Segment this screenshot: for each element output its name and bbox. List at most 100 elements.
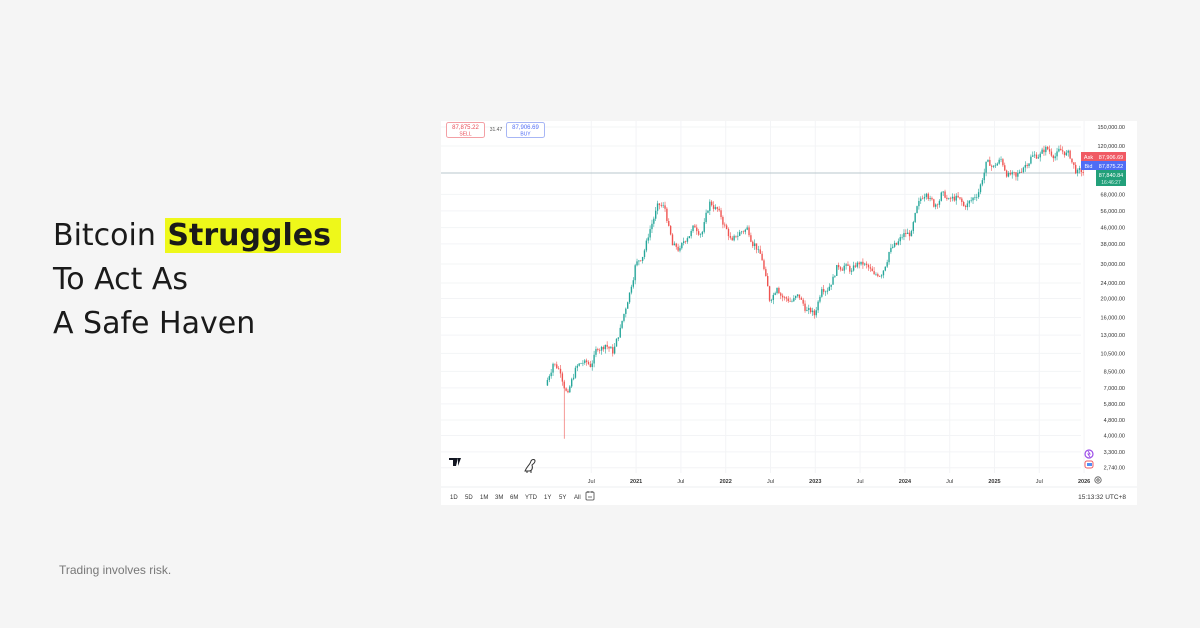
candle-body xyxy=(752,241,754,247)
candle-body xyxy=(1007,172,1010,177)
candle-body xyxy=(744,229,746,232)
candle-body xyxy=(576,365,578,368)
candle-body xyxy=(879,276,881,277)
candle-body xyxy=(1080,168,1082,173)
range-button-1m[interactable]: 1M xyxy=(480,495,488,501)
candle-body xyxy=(813,310,816,316)
candle-body xyxy=(1075,164,1077,174)
candle-body xyxy=(649,229,651,238)
range-button-3m[interactable]: 3M xyxy=(495,495,503,501)
svg-text:Bid: Bid xyxy=(1085,164,1093,170)
candle-body xyxy=(780,293,782,296)
candle-body xyxy=(895,242,898,245)
candle-body xyxy=(873,271,875,275)
candle-body xyxy=(735,235,737,237)
candle-body xyxy=(938,200,941,205)
svg-text:SELL: SELL xyxy=(459,132,471,138)
candle-body xyxy=(875,274,877,275)
candle-body xyxy=(660,205,662,206)
candle-body xyxy=(597,349,599,351)
candle-body xyxy=(1039,153,1041,158)
candle-body xyxy=(658,203,661,206)
candle-body xyxy=(864,263,866,265)
candle-body xyxy=(563,381,565,389)
range-button-5d[interactable]: 5D xyxy=(465,495,473,501)
candle-body xyxy=(989,159,991,166)
dinosaur-icon[interactable] xyxy=(524,459,536,474)
y-axis: 150,000.00 120,000.00 68,000.00 56,000.00 46… xyxy=(1097,125,1125,472)
candle-body xyxy=(615,338,618,347)
candle-body xyxy=(1043,149,1045,153)
candle-body xyxy=(951,196,954,199)
candle-body xyxy=(925,193,928,197)
candle-body xyxy=(979,184,982,193)
candle-body xyxy=(992,165,995,167)
candle-body xyxy=(946,197,948,199)
candle-body xyxy=(634,265,636,281)
y-tick-label: 7,000.00 xyxy=(1104,386,1125,392)
candle-body xyxy=(774,293,776,295)
candle-body xyxy=(585,360,588,363)
calendar-range-icon[interactable] xyxy=(585,491,595,501)
calendar-event-icon[interactable] xyxy=(1084,460,1094,469)
candle-body xyxy=(921,198,924,200)
candle-body xyxy=(920,198,922,201)
candle-body xyxy=(701,231,704,235)
range-button-5y[interactable]: 5Y xyxy=(559,495,566,501)
buy-button[interactable]: 87,906.69 BUY xyxy=(506,122,545,138)
candle-body xyxy=(912,222,914,231)
range-button-6m[interactable]: 6M xyxy=(510,495,518,501)
range-buttons: 1D 5D 1M 3M 6M YTD 1Y 5Y All xyxy=(450,495,581,501)
candle-body xyxy=(604,344,606,350)
range-button-1d[interactable]: 1D xyxy=(450,495,458,501)
candle-body xyxy=(643,250,646,257)
candle-body xyxy=(936,204,939,206)
candle-body xyxy=(765,269,767,277)
svg-text:87,875.22: 87,875.22 xyxy=(1099,164,1123,170)
candle-body xyxy=(942,191,944,193)
alert-icon[interactable] xyxy=(1084,449,1094,459)
svg-text:87,906.69: 87,906.69 xyxy=(512,125,539,131)
candle-body xyxy=(1035,154,1038,159)
candle-body xyxy=(808,308,810,310)
candle-body xyxy=(683,241,685,243)
candle-body xyxy=(1071,158,1073,163)
headline: Bitcoin Struggles To Act As A Safe Haven xyxy=(53,214,341,346)
candle-body xyxy=(655,210,657,219)
candle-body xyxy=(983,172,985,181)
candle-body xyxy=(785,297,788,299)
candle-body xyxy=(1026,165,1028,167)
tradingview-logo-icon[interactable] xyxy=(449,458,461,466)
candle-body xyxy=(837,265,840,268)
candle-body xyxy=(759,249,761,254)
candle-body xyxy=(628,292,631,303)
candle-body xyxy=(1050,151,1053,156)
candle-body xyxy=(703,222,705,232)
candle-body xyxy=(1047,146,1049,150)
range-button-1y[interactable]: 1Y xyxy=(544,495,551,501)
candle-body xyxy=(974,197,976,198)
y-tick-label: 10,500.00 xyxy=(1101,351,1125,357)
chart-panel[interactable]: 150,000.00 120,000.00 68,000.00 56,000.00 46… xyxy=(441,121,1137,505)
candle-body xyxy=(1013,172,1015,173)
candle-body xyxy=(1048,149,1051,152)
candle-body xyxy=(740,231,743,233)
ask-tag: Ask 87,906.69 xyxy=(1081,152,1126,161)
candle-body xyxy=(914,213,916,223)
candle-body xyxy=(851,270,853,272)
candle-body xyxy=(802,299,804,304)
range-button-ytd[interactable]: YTD xyxy=(525,495,538,501)
candle-body xyxy=(630,286,633,293)
range-button-all[interactable]: All xyxy=(574,495,581,501)
candle-body xyxy=(1030,156,1032,164)
candle-body xyxy=(929,198,931,199)
candle-body xyxy=(569,386,571,393)
candle-body xyxy=(610,347,612,349)
settings-icon[interactable] xyxy=(1094,476,1102,484)
headline-highlight: Struggles xyxy=(165,218,341,253)
price-chart[interactable]: 150,000.00 120,000.00 68,000.00 56,000.00 46… xyxy=(441,121,1137,505)
sell-button[interactable]: 87,875.22 SELL xyxy=(446,122,485,138)
candle-body xyxy=(1069,150,1071,159)
candle-body xyxy=(690,230,692,237)
candle-body xyxy=(884,266,886,271)
